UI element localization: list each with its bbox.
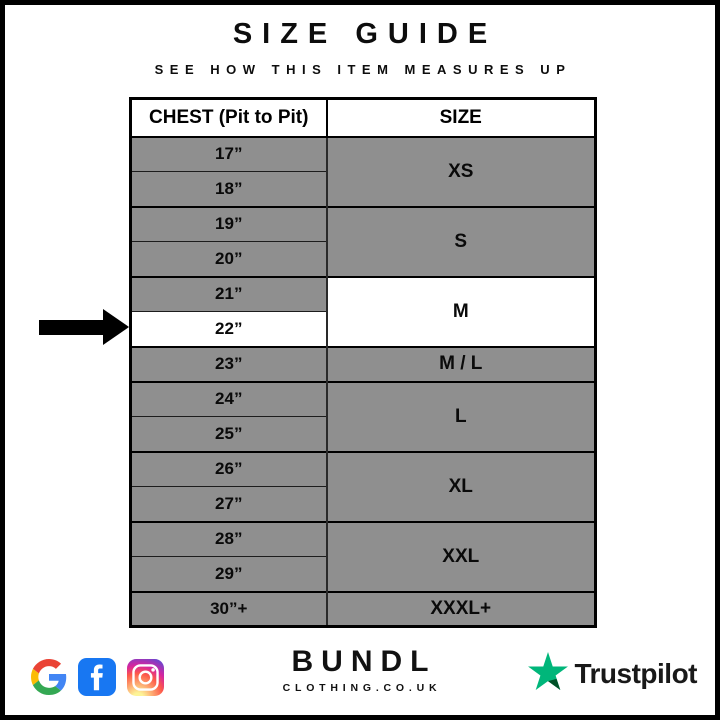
size-cell-xs: XS [326, 135, 596, 207]
chest-column-header: CHEST (Pit to Pit) [129, 97, 328, 138]
page-subtitle: SEE HOW THIS ITEM MEASURES UP [154, 62, 572, 77]
size-cell-m-l: M / L [326, 345, 596, 382]
size-cell-s: S [326, 205, 596, 277]
size-cell-xxl: XXL [326, 520, 596, 592]
chest-cell: 26” [130, 450, 328, 487]
trustpilot-label: Trustpilot [574, 657, 697, 689]
chest-cell-highlighted: 22” [130, 311, 328, 347]
chest-cell: 29” [130, 556, 328, 592]
size-column-header: SIZE [325, 97, 597, 138]
brand-wordmark: BUNDL CLOTHING.CO.UK [5, 645, 715, 694]
social-icons [31, 658, 164, 696]
google-icon [31, 659, 67, 695]
table-row: 18” [130, 171, 596, 207]
table-row: 29” [130, 556, 596, 592]
chest-cell: 18” [130, 171, 328, 207]
table-header-row: CHEST (Pit to Pit) SIZE [129, 97, 597, 138]
table-row: 19” S [130, 205, 596, 277]
table-row: 26” XL [130, 450, 596, 522]
brand-name: BUNDL [291, 645, 437, 678]
size-cell-xl: XL [326, 450, 596, 522]
page-title: SIZE GUIDE [232, 18, 498, 50]
chest-cell: 30”+ [130, 590, 328, 627]
chest-cell: 19” [130, 205, 328, 242]
arrow-shaft [39, 320, 103, 335]
table-row: 21” M [130, 275, 596, 347]
instagram-icon [127, 658, 164, 696]
chest-cell: 23” [130, 345, 328, 382]
size-cell-l: L [326, 380, 596, 452]
table-row: 23” M / L [130, 345, 596, 382]
size-cell-xxxl: XXXL+ [326, 590, 596, 627]
table-row: 30”+ XXXL+ [130, 590, 596, 627]
chest-cell: 27” [130, 486, 328, 522]
chest-cell: 25” [130, 416, 328, 452]
chest-cell: 24” [130, 380, 328, 417]
size-cell-m-highlighted: M [326, 275, 596, 347]
trustpilot-star-icon [528, 652, 569, 695]
chest-cell: 28” [130, 520, 328, 557]
facebook-icon [78, 658, 116, 696]
table-row: 20” [130, 241, 596, 277]
size-indicator-arrow-icon [35, 309, 130, 346]
table-row: 27” [130, 486, 596, 522]
chest-cell: 17” [130, 135, 328, 172]
brand-domain: CLOTHING.CO.UK [282, 682, 442, 694]
table-row: 17” XS [130, 135, 596, 207]
table-row: 24” L [130, 380, 596, 452]
table-row: 25” [130, 416, 596, 452]
chest-cell: 21” [130, 275, 328, 312]
arrow-head [103, 309, 129, 345]
table-row: 28” XXL [130, 520, 596, 592]
header: SIZE GUIDE SEE HOW THIS ITEM MEASURES UP [5, 18, 715, 77]
trustpilot-logo: Trustpilot [528, 652, 697, 695]
chest-cell: 20” [130, 241, 328, 277]
size-table: CHEST (Pit to Pit) SIZE 17” XS 18” 19” S… [129, 97, 597, 628]
